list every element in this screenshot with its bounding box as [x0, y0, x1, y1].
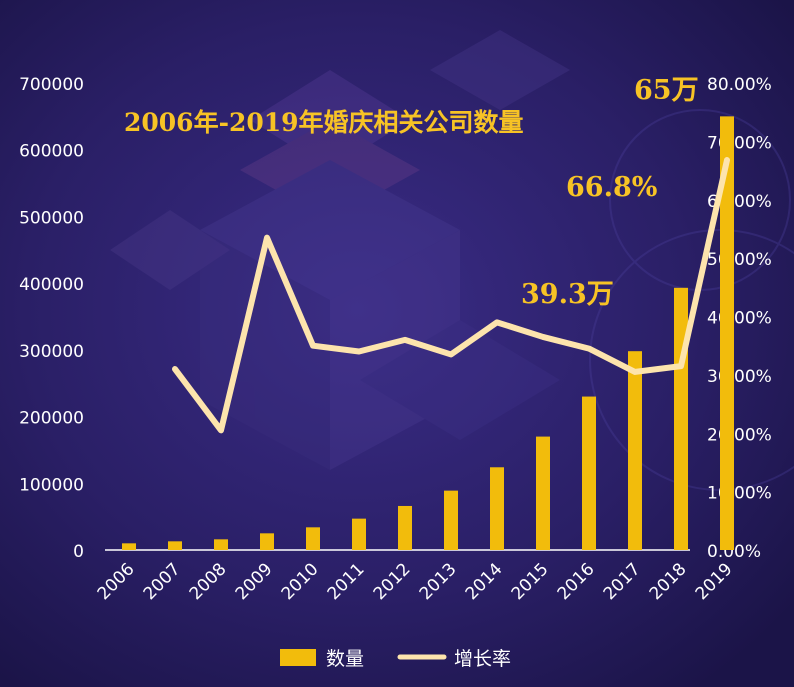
bar-2014: [490, 467, 504, 550]
background-illustration: [110, 30, 794, 491]
left-tick-label: 100000: [19, 475, 84, 495]
right-tick-label: 50.00%: [707, 250, 772, 270]
left-tick-label: 400000: [19, 275, 84, 295]
right-tick-label: 70.00%: [707, 133, 772, 153]
right-tick-label: 30.00%: [707, 367, 772, 387]
bar-2007: [168, 541, 182, 550]
left-tick-label: 200000: [19, 409, 84, 429]
left-tick-label: 500000: [19, 208, 84, 228]
bar-2015: [536, 436, 550, 550]
right-tick-label: 40.00%: [707, 309, 772, 329]
left-tick-label: 0: [73, 542, 84, 562]
left-axis: 0 100000 200000 300000 400000 500000 600000 700…: [19, 75, 84, 562]
annotation-label: 66.8%: [566, 172, 657, 203]
bar-2019: [720, 116, 734, 550]
annotations: 39.3万 66.8% 65万: [521, 75, 699, 310]
legend-label-bar: 数量: [326, 648, 364, 670]
bar-2018: [674, 287, 688, 550]
left-tick-label: 700000: [19, 75, 84, 95]
bar-2010: [306, 527, 320, 550]
right-tick-label: 20.00%: [707, 425, 772, 445]
bar-2009: [260, 533, 274, 550]
left-tick-label: 600000: [19, 142, 84, 162]
bar-2016: [582, 396, 596, 550]
right-tick-label: 80.00%: [707, 75, 772, 95]
bar-2008: [214, 539, 228, 550]
annotation-label: 65万: [634, 75, 699, 106]
bar-series: [122, 116, 734, 550]
bar-2011: [352, 518, 366, 550]
left-tick-label: 300000: [19, 342, 84, 362]
legend: 数量 增长率: [280, 648, 511, 670]
right-axis: 0.00%10.00%20.00%30.00%40.00%50.00%60.00…: [707, 75, 772, 562]
line-series: [172, 157, 730, 434]
bar-2006: [122, 543, 136, 550]
legend-label-line: 增长率: [454, 648, 511, 670]
legend-swatch-bar: [280, 649, 316, 666]
chart-title: 2006年-2019年婚庆相关公司数量: [124, 108, 524, 137]
bar-2012: [398, 505, 412, 550]
bar-2013: [444, 490, 458, 550]
right-tick-label: 10.00%: [707, 484, 772, 504]
right-tick-label: 0.00%: [707, 542, 761, 562]
bar-2017: [628, 351, 642, 550]
annotation-label: 39.3万: [521, 279, 614, 310]
